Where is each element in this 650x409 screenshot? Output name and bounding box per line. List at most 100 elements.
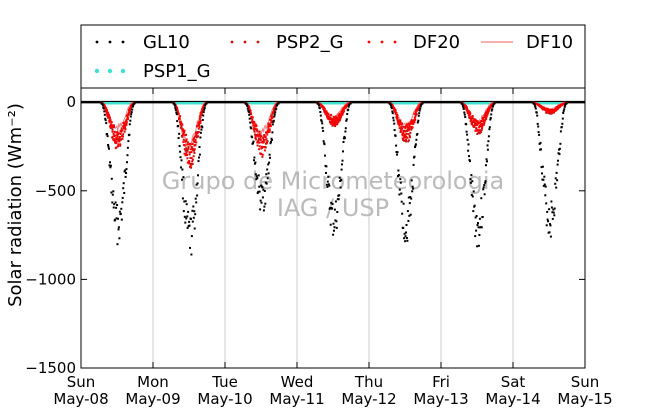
data-point [412, 163, 415, 166]
data-point [183, 215, 186, 218]
data-point [181, 135, 184, 138]
data-point [413, 155, 416, 158]
data-point [552, 211, 555, 214]
data-point [544, 194, 547, 197]
data-point [184, 154, 187, 157]
series-psp2-g [100, 102, 568, 169]
data-point [108, 117, 111, 120]
legend-dot [94, 68, 100, 74]
data-point [270, 140, 272, 143]
data-point [418, 105, 421, 108]
data-point [468, 155, 470, 158]
data-point [407, 127, 410, 130]
data-point [473, 119, 475, 122]
data-point [329, 120, 331, 123]
data-point [256, 129, 259, 132]
data-point [105, 107, 108, 110]
data-point [126, 116, 129, 119]
data-point [192, 216, 195, 219]
data-point [112, 132, 115, 135]
data-point [191, 143, 194, 145]
data-point [195, 132, 198, 135]
data-point [126, 117, 129, 120]
data-point [112, 190, 115, 193]
data-point [395, 112, 398, 114]
legend-dot [107, 68, 113, 74]
data-point [174, 106, 177, 109]
data-point [402, 134, 405, 137]
data-point [104, 117, 107, 120]
data-point [259, 199, 262, 202]
data-point [348, 104, 351, 107]
data-point [407, 133, 410, 136]
data-point [554, 177, 557, 180]
data-point [399, 178, 402, 181]
data-point [482, 186, 485, 189]
y-tick-label: −1500 [25, 359, 76, 377]
data-point [543, 106, 546, 109]
data-point [398, 188, 401, 191]
data-point [116, 204, 119, 206]
data-point [473, 125, 476, 128]
data-point [415, 113, 418, 116]
data-point [330, 114, 333, 116]
x-tick-label: May-15 [557, 390, 612, 408]
data-point [344, 127, 347, 130]
data-point [104, 105, 107, 108]
data-point [553, 207, 556, 210]
data-point [484, 180, 487, 183]
data-point [469, 112, 472, 115]
data-point [394, 109, 397, 112]
data-point [325, 172, 327, 174]
data-point [410, 122, 413, 125]
data-point [416, 108, 419, 111]
data-point [128, 133, 131, 136]
data-point [260, 201, 263, 204]
data-point [466, 133, 469, 136]
data-point [468, 111, 471, 114]
data-point [199, 121, 202, 124]
data-point [466, 107, 468, 110]
data-point [179, 115, 182, 118]
data-point [267, 122, 270, 125]
data-point [485, 116, 488, 119]
data-point [330, 122, 333, 125]
data-point [390, 106, 393, 108]
data-point [246, 105, 249, 108]
data-point [205, 102, 208, 105]
data-point [198, 156, 200, 159]
data-point [262, 141, 265, 144]
data-point [332, 124, 335, 127]
data-point [108, 120, 111, 123]
data-point [122, 182, 125, 185]
data-point [410, 179, 413, 182]
data-point [180, 125, 183, 128]
data-point [186, 215, 189, 218]
data-point [194, 144, 197, 147]
data-point [395, 144, 398, 147]
data-point [176, 110, 179, 113]
data-point [131, 108, 134, 111]
data-point [474, 216, 477, 219]
data-point [261, 186, 264, 189]
data-point [332, 233, 335, 236]
data-point [409, 196, 412, 199]
data-point [121, 201, 124, 204]
data-point [392, 116, 395, 119]
data-point [274, 111, 277, 114]
data-point [190, 146, 193, 148]
data-point [177, 125, 180, 127]
data-point [485, 115, 488, 118]
data-point [396, 117, 399, 120]
data-point [337, 198, 340, 201]
data-point [191, 147, 194, 150]
data-point [273, 115, 276, 118]
data-point [188, 162, 191, 165]
data-point [199, 119, 202, 122]
data-point [412, 122, 415, 125]
data-point [115, 217, 118, 220]
data-point [257, 141, 260, 144]
data-point [554, 182, 557, 185]
data-point [401, 122, 403, 125]
data-point [198, 117, 201, 120]
